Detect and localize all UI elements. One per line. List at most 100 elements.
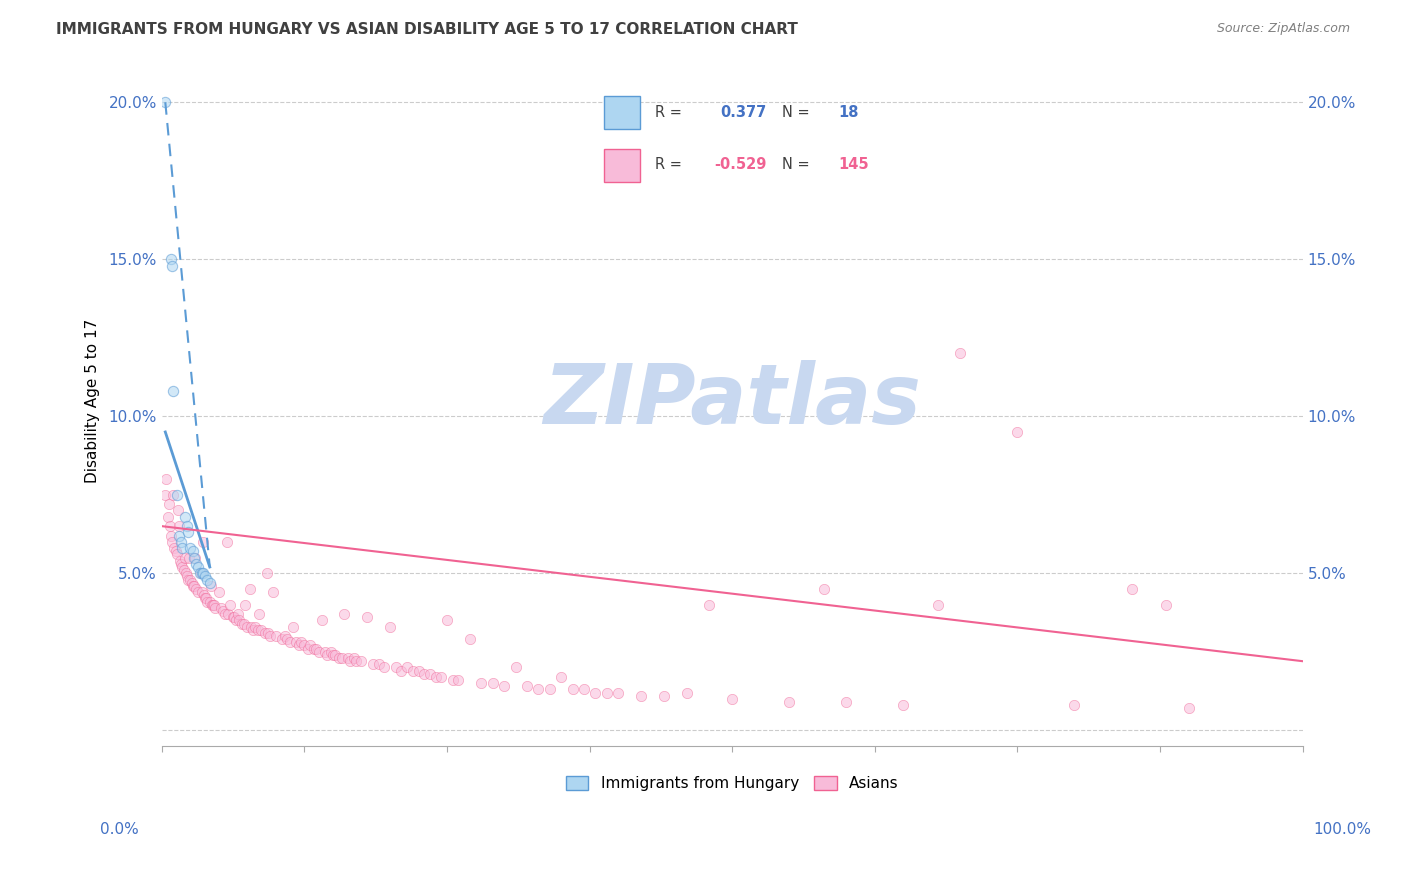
- Point: [378, 620, 401, 634]
- Point: [311, 613, 333, 627]
- Point: [1063, 698, 1085, 713]
- Point: [481, 676, 503, 690]
- Point: [231, 616, 253, 631]
- Point: [245, 620, 267, 634]
- Point: [408, 664, 430, 678]
- Point: [505, 660, 527, 674]
- Point: [197, 594, 219, 608]
- Point: [281, 620, 304, 634]
- Point: [188, 566, 211, 581]
- Text: ZIPatlas: ZIPatlas: [543, 360, 921, 441]
- Point: [699, 598, 721, 612]
- Point: [166, 503, 188, 517]
- Point: [550, 670, 572, 684]
- Point: [179, 550, 201, 565]
- Point: [630, 689, 652, 703]
- Point: [212, 604, 235, 618]
- Point: [179, 573, 201, 587]
- Point: [233, 616, 256, 631]
- Point: [202, 598, 225, 612]
- Point: [299, 639, 322, 653]
- Point: [290, 635, 312, 649]
- Point: [194, 569, 217, 583]
- Point: [157, 497, 180, 511]
- Point: [342, 651, 364, 665]
- Point: [215, 534, 238, 549]
- Point: [160, 528, 183, 542]
- Point: [361, 657, 384, 672]
- Point: [441, 673, 464, 687]
- Point: [652, 689, 675, 703]
- Point: [247, 607, 270, 621]
- Point: [156, 509, 179, 524]
- Point: [470, 676, 492, 690]
- Point: [201, 598, 224, 612]
- Point: [516, 679, 538, 693]
- Point: [425, 670, 447, 684]
- Point: [413, 666, 436, 681]
- Point: [721, 691, 744, 706]
- Point: [322, 648, 344, 662]
- Point: [373, 660, 395, 674]
- Point: [190, 566, 212, 581]
- Point: [494, 679, 516, 693]
- Point: [174, 566, 197, 581]
- Text: IMMIGRANTS FROM HUNGARY VS ASIAN DISABILITY AGE 5 TO 17 CORRELATION CHART: IMMIGRANTS FROM HUNGARY VS ASIAN DISABIL…: [56, 22, 799, 37]
- Point: [191, 566, 214, 581]
- Point: [200, 579, 222, 593]
- Point: [278, 635, 301, 649]
- Point: [583, 685, 606, 699]
- Point: [458, 632, 481, 647]
- Point: [167, 519, 190, 533]
- Point: [430, 670, 453, 684]
- Point: [239, 582, 262, 596]
- Point: [180, 575, 202, 590]
- Point: [384, 660, 406, 674]
- Point: [162, 384, 184, 398]
- Point: [170, 534, 193, 549]
- Text: 100.0%: 100.0%: [1313, 822, 1372, 837]
- Point: [187, 560, 209, 574]
- Point: [344, 654, 367, 668]
- Point: [356, 610, 378, 624]
- Point: [538, 682, 561, 697]
- Point: [1007, 425, 1029, 439]
- Y-axis label: Disability Age 5 to 17: Disability Age 5 to 17: [86, 318, 100, 483]
- Point: [208, 585, 231, 599]
- Point: [155, 95, 177, 110]
- Point: [305, 641, 328, 656]
- Point: [256, 566, 278, 581]
- Point: [350, 654, 373, 668]
- Point: [184, 582, 207, 596]
- Point: [835, 695, 858, 709]
- Point: [177, 573, 200, 587]
- Point: [333, 607, 356, 621]
- Point: [222, 610, 245, 624]
- Point: [287, 639, 309, 653]
- Point: [436, 613, 458, 627]
- Point: [302, 641, 325, 656]
- Point: [172, 560, 194, 574]
- Point: [173, 509, 195, 524]
- Point: [330, 651, 353, 665]
- Point: [949, 346, 972, 360]
- Point: [297, 641, 319, 656]
- Point: [607, 685, 630, 699]
- Point: [184, 557, 207, 571]
- Point: [160, 534, 183, 549]
- Point: [176, 519, 198, 533]
- Point: [596, 685, 619, 699]
- Point: [572, 682, 595, 697]
- Point: [155, 472, 177, 486]
- Point: [184, 550, 207, 565]
- Point: [167, 528, 190, 542]
- Text: Source: ZipAtlas.com: Source: ZipAtlas.com: [1216, 22, 1350, 36]
- Point: [276, 632, 298, 647]
- Point: [257, 626, 280, 640]
- Point: [204, 600, 226, 615]
- Point: [270, 632, 292, 647]
- Point: [527, 682, 550, 697]
- Point: [183, 579, 205, 593]
- Point: [274, 629, 297, 643]
- Point: [166, 488, 188, 502]
